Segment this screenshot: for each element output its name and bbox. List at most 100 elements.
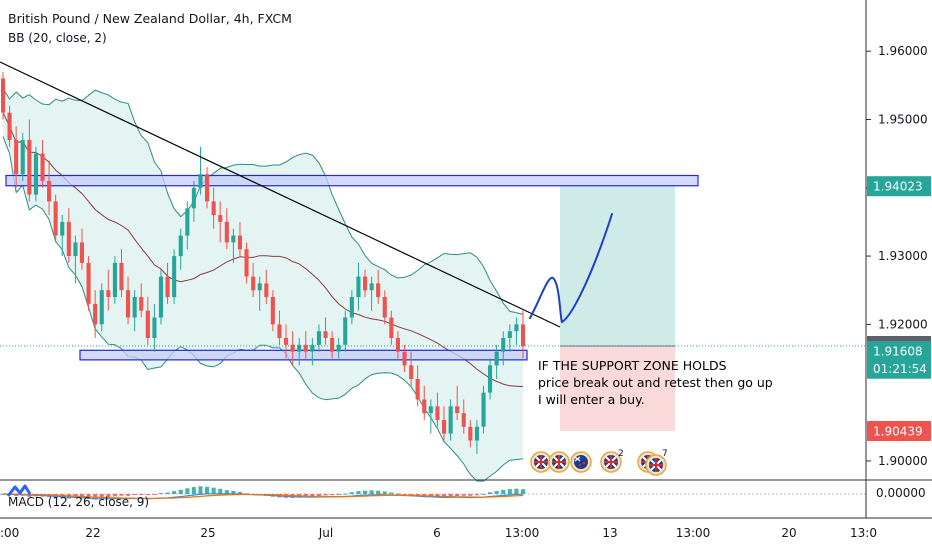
- macd-histogram-bar: [112, 494, 117, 497]
- position-tool[interactable]: [560, 186, 675, 431]
- macd-histogram-bar: [461, 494, 466, 496]
- candle: [119, 249, 124, 298]
- time-tick: :00: [0, 526, 19, 540]
- annotation-line-1: IF THE SUPPORT ZONE HOLDS: [538, 358, 727, 373]
- bollinger-bands: [2, 88, 524, 482]
- nz-flag-icon[interactable]: [570, 451, 592, 473]
- macd-histogram-bar: [178, 489, 183, 494]
- candle: [20, 133, 25, 181]
- target-zone[interactable]: [560, 186, 675, 347]
- macd-histogram-bar: [106, 494, 111, 498]
- candle: [93, 290, 98, 339]
- candle: [218, 201, 223, 243]
- macd-histogram-bar: [165, 492, 170, 494]
- macd-histogram-bar: [494, 491, 499, 494]
- macd-histogram-bar: [231, 491, 236, 494]
- macd-histogram-bar: [442, 494, 447, 498]
- uk-flag-icon[interactable]: [548, 451, 570, 473]
- macd-histogram-bar: [237, 492, 242, 494]
- bb-lower-band: [2, 136, 524, 482]
- stop-zone[interactable]: [560, 346, 675, 431]
- candle: [494, 344, 499, 379]
- candle: [1, 71, 6, 120]
- candle: [14, 126, 19, 188]
- drawings[interactable]: [0, 61, 613, 328]
- candle: [501, 331, 506, 366]
- macd-histogram-bar: [336, 494, 341, 495]
- candle: [349, 290, 354, 325]
- price-tick-label: 1.96000: [878, 44, 928, 58]
- candle: [284, 324, 289, 359]
- macd-histogram-bar: [158, 493, 163, 495]
- candle: [205, 167, 210, 209]
- downtrend-line[interactable]: [0, 61, 561, 328]
- candle: [86, 256, 91, 311]
- candle: [507, 324, 512, 352]
- candle: [363, 269, 368, 298]
- price-axis[interactable]: 1.960001.950001.940001.930001.920001.900…: [865, 0, 931, 518]
- projection-path[interactable]: [529, 213, 613, 324]
- bb-basis: [2, 112, 524, 388]
- candle: [310, 338, 315, 366]
- candle: [297, 338, 302, 366]
- time-tick: 6: [433, 526, 441, 540]
- svg-text:1.94023: 1.94023: [873, 180, 923, 194]
- indicator-label: BB (20, close, 2): [8, 31, 107, 45]
- macd-histogram-bar: [316, 494, 321, 496]
- bb-band-fill: [3, 88, 523, 482]
- macd-histogram-bar: [132, 494, 137, 496]
- svg-text:01:21:54: 01:21:54: [873, 362, 927, 376]
- macd-value-label: 0.00000: [876, 486, 926, 500]
- candle: [303, 331, 308, 359]
- macd-histogram-bar: [363, 490, 368, 494]
- macd-histogram-bar: [349, 492, 354, 494]
- time-tick: 25: [200, 526, 215, 540]
- economic-events[interactable]: 2 7: [530, 449, 668, 476]
- candle: [474, 419, 479, 455]
- macd-histogram-bar: [139, 494, 144, 495]
- uk-flag-icon[interactable]: [530, 451, 552, 473]
- candle: [409, 351, 414, 386]
- macd-histogram-bar: [330, 494, 335, 496]
- macd-histogram-bar: [501, 489, 506, 494]
- candle: [126, 276, 131, 325]
- trade-annotation: IF THE SUPPORT ZONE HOLDS price break ou…: [538, 358, 773, 407]
- candle: [40, 139, 45, 188]
- time-tick: 20: [781, 526, 796, 540]
- macd-histogram-bar: [468, 494, 473, 496]
- candle: [165, 262, 170, 304]
- candle: [323, 317, 328, 345]
- support-zone[interactable]: [79, 349, 528, 361]
- macd-histogram-bar: [218, 488, 223, 494]
- candle: [211, 187, 216, 229]
- candle: [369, 276, 374, 311]
- time-tick: 13:00: [505, 526, 540, 540]
- macd-histogram-bar: [185, 488, 190, 494]
- time-axis[interactable]: :00 22 25 Jul 6 13:00 13 13:00 20 13:0: [0, 517, 932, 540]
- candle: [428, 399, 433, 434]
- macd-histogram-bar: [211, 487, 216, 494]
- price-tick-label: 1.92000: [878, 317, 928, 331]
- resistance-zone[interactable]: [5, 174, 699, 187]
- uk-flag-icon[interactable]: [600, 451, 622, 473]
- time-tick: 13:00: [676, 526, 711, 540]
- annotation-line-2: price break out and retest then go up: [538, 375, 773, 390]
- macd-pane: [0, 486, 866, 500]
- candle: [257, 276, 262, 311]
- candle: [521, 310, 526, 359]
- uk-flag-icon[interactable]: [645, 454, 667, 476]
- candle: [488, 358, 493, 400]
- candle: [448, 399, 453, 441]
- candle: [468, 419, 473, 448]
- candle: [343, 310, 348, 352]
- candle: [172, 249, 177, 304]
- macd-histogram-bar: [402, 494, 407, 495]
- time-tick: 13: [602, 526, 617, 540]
- macd-histogram-bar: [389, 492, 394, 494]
- macd-histogram-bar: [514, 488, 519, 494]
- macd-histogram-bar: [356, 491, 361, 494]
- candle: [224, 208, 229, 250]
- zones[interactable]: [5, 174, 699, 361]
- candle: [264, 269, 269, 304]
